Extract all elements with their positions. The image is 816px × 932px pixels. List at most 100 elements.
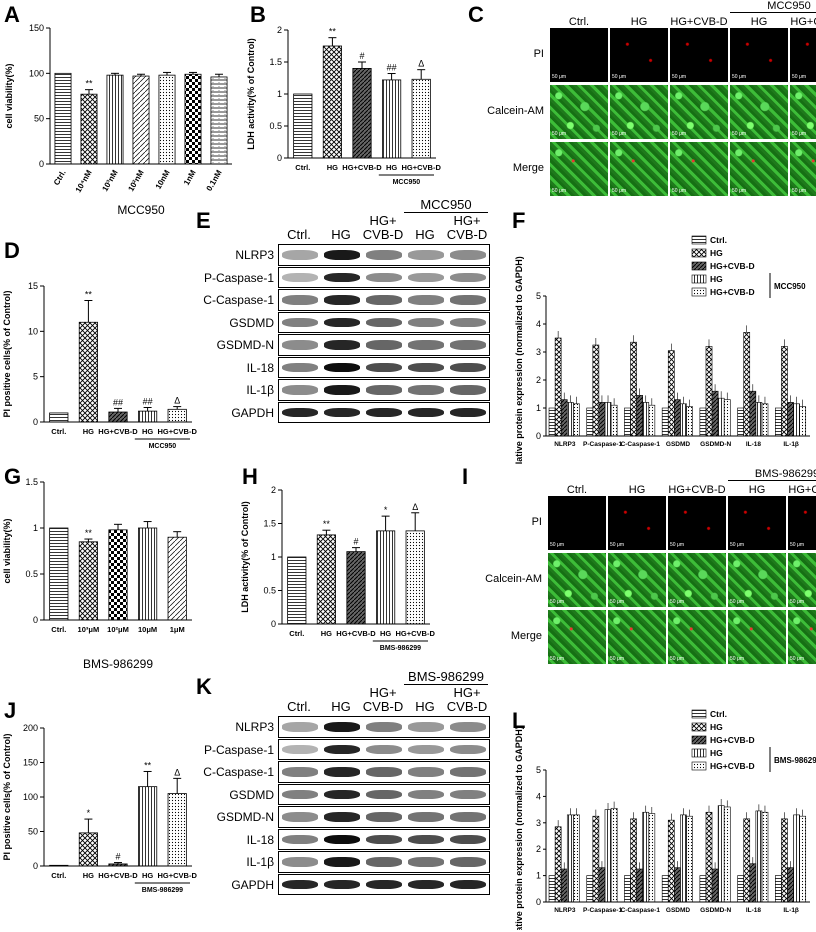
protein-band [450, 272, 486, 282]
bar [376, 530, 396, 625]
bar [411, 78, 431, 159]
bar [686, 815, 693, 903]
bar [630, 818, 637, 903]
y-tick-label: 50 [28, 827, 38, 837]
protein-label: IL-18 [246, 832, 274, 847]
bar [636, 395, 643, 437]
x-tick-label: 10nM [154, 168, 172, 191]
x-tick-label: HG+CVB-D [342, 163, 382, 172]
bar [711, 868, 719, 903]
protein-band [324, 272, 360, 282]
y-axis-label: Relative protein expression (normalized … [514, 256, 524, 464]
bar [686, 406, 693, 437]
micrograph-image: 50 μm [670, 85, 728, 139]
y-tick-label: 0 [33, 861, 38, 871]
row-label: Calcein-AM [485, 573, 542, 585]
panel-letter-I: I [462, 464, 469, 489]
legend-label: HG+CVB-D [710, 761, 755, 771]
bar [743, 818, 751, 903]
group-label: BMS-986299 [404, 670, 488, 685]
y-tick-label: 5 [536, 291, 541, 301]
protein-label: GSDMD [229, 787, 274, 802]
row-label: PI [531, 516, 542, 528]
protein-band [408, 272, 444, 282]
group-label: MCC950 [730, 0, 816, 13]
bar [566, 402, 574, 437]
bar [108, 529, 128, 621]
panel-letter-L: L [512, 708, 526, 733]
lane-label: HG [415, 699, 435, 714]
legend-label: HG [710, 722, 723, 732]
bar [661, 407, 669, 437]
bar [775, 407, 782, 437]
column-label: HG+CVB-D [670, 16, 728, 28]
legend-swatch [691, 748, 707, 758]
scale-bar-label: 50 μm [552, 131, 566, 137]
protein-label: GSDMD-N [216, 810, 274, 824]
y-tick-label: 100 [29, 68, 44, 78]
micrograph-image: 50 μm [610, 142, 668, 196]
scale-bar-label: 50 μm [792, 74, 806, 80]
bar [138, 410, 158, 423]
protein-label: IL-18 [246, 360, 274, 375]
chart-L: 0 1 2 3 4 5 Relative protein expression (norma… [514, 709, 816, 930]
protein-band [282, 744, 318, 754]
bar [138, 786, 158, 867]
x-tick-label: Ctrl. [51, 871, 66, 880]
bar [667, 819, 675, 903]
x-tick-label: IL-18 [746, 441, 762, 448]
panel-letter-B: B [250, 2, 266, 27]
chart-J: 0 50 100 150 200 PI positive cells(% of Contr… [2, 723, 197, 894]
protein-label: P-Caspase-1 [203, 270, 274, 285]
legend-swatch [691, 274, 707, 284]
protein-band [324, 722, 360, 732]
bar [648, 813, 656, 903]
bar [49, 864, 69, 867]
significance-mark: * [384, 505, 388, 515]
protein-band [324, 340, 360, 350]
bar [761, 403, 769, 437]
panel-letter-J: J [4, 698, 17, 723]
micrograph-image: 50 μm [610, 28, 668, 82]
protein-band [450, 385, 486, 395]
x-tick-label: 0.1nM [205, 168, 224, 192]
legend-swatch [691, 235, 707, 245]
scale-bar-label: 50 μm [672, 131, 686, 137]
chart-H: 0 0.5 1 1.5 2 LDH activity(% of Control) Ctrl.… [240, 485, 435, 652]
protein-band [450, 789, 486, 799]
y-axis-label: cell viability(%) [4, 63, 14, 128]
protein-band [408, 744, 444, 754]
protein-band [366, 857, 402, 867]
protein-band [366, 879, 402, 889]
micrograph-image: 50 μm [608, 610, 666, 664]
panel-letter-H: H [242, 464, 258, 489]
bar [167, 408, 187, 423]
protein-band [408, 834, 444, 844]
y-tick-label: 15 [28, 281, 38, 291]
blot-strip [278, 379, 490, 401]
protein-band [282, 789, 318, 799]
bar [322, 45, 342, 159]
row-label: Calcein-AM [487, 105, 544, 117]
x-tick-label: HG [142, 871, 153, 880]
bar [54, 72, 72, 165]
bar [548, 407, 556, 437]
y-tick-label: 0 [33, 615, 38, 625]
protein-band [408, 385, 444, 395]
blot-strip [278, 761, 490, 783]
bar [573, 403, 580, 437]
bar [755, 810, 763, 903]
blot-strip [278, 851, 490, 873]
bar [680, 403, 687, 437]
y-tick-label: 1.5 [25, 477, 38, 487]
y-tick-label: 50 [34, 114, 44, 124]
x-tick-label: Ctrl. [52, 169, 68, 187]
protein-band [450, 317, 486, 327]
blot-strip [278, 289, 490, 311]
bar [80, 93, 98, 165]
protein-label: P-Caspase-1 [203, 742, 274, 757]
bar [624, 875, 631, 903]
y-axis-label: LDH activity(% of Control) [246, 38, 256, 150]
bar [723, 806, 731, 903]
micrograph-image: 50 μm [550, 85, 608, 139]
